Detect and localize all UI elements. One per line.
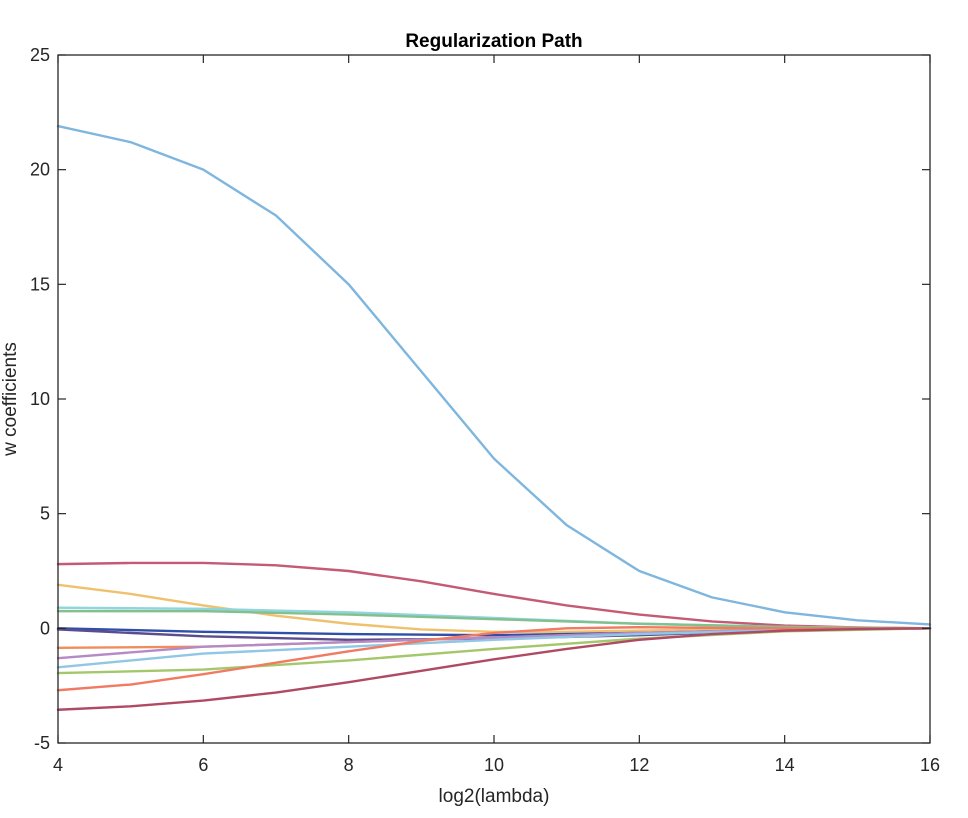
x-axis-ticks: 4 6 8 10 12 14 16 bbox=[53, 55, 940, 775]
x-tick-label: 16 bbox=[920, 755, 940, 775]
y-axis-label: w coefficients bbox=[0, 342, 21, 457]
series-line-5 bbox=[56, 609, 932, 630]
y-tick-label: 20 bbox=[30, 160, 50, 180]
x-tick-label: 12 bbox=[629, 755, 649, 775]
x-tick-label: 14 bbox=[775, 755, 795, 775]
y-axis-ticks: -5 0 5 10 15 20 25 bbox=[30, 45, 930, 753]
series-line-1 bbox=[56, 124, 932, 626]
y-tick-label: 0 bbox=[40, 618, 50, 638]
series-line-13 bbox=[56, 627, 932, 711]
series-line-2 bbox=[56, 561, 932, 630]
y-tick-label: 15 bbox=[30, 274, 50, 294]
y-tick-label: 25 bbox=[30, 45, 50, 65]
x-axis-label: log2(lambda) bbox=[439, 786, 550, 807]
series-line-12 bbox=[56, 625, 932, 692]
x-tick-label: 4 bbox=[53, 755, 63, 775]
chart-title: Regularization Path bbox=[405, 31, 582, 52]
x-tick-label: 8 bbox=[344, 755, 354, 775]
y-tick-label: 5 bbox=[40, 504, 50, 524]
y-tick-label: 10 bbox=[30, 389, 50, 409]
x-tick-label: 10 bbox=[484, 755, 504, 775]
series-layer bbox=[56, 124, 932, 711]
x-tick-label: 6 bbox=[198, 755, 208, 775]
y-tick-label: -5 bbox=[34, 733, 50, 753]
